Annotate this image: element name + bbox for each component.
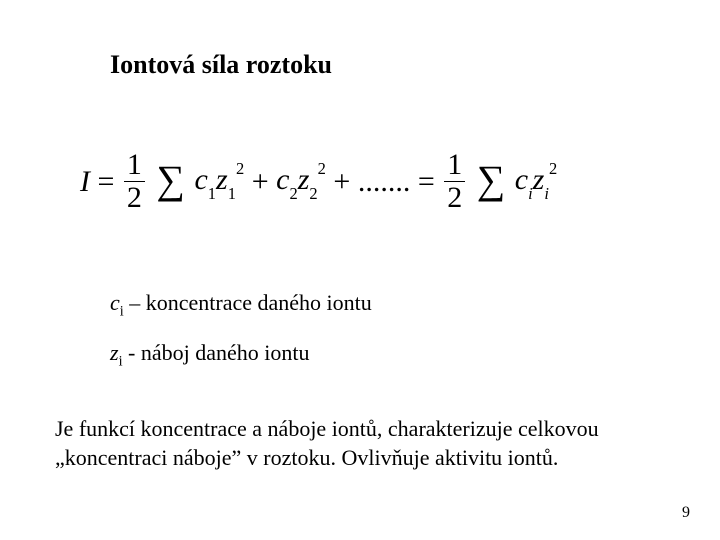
term-c2: c2: [276, 163, 298, 201]
sum-symbol-1: ∑: [156, 156, 185, 203]
equals-sign-2: =: [418, 165, 435, 199]
term-ci: ci: [515, 163, 533, 201]
term-c1: c1: [194, 163, 216, 201]
dots: .......: [358, 165, 411, 199]
plus-1: +: [252, 165, 269, 199]
equals-sign-1: =: [98, 165, 115, 199]
term-zi: zi2: [533, 163, 558, 201]
fraction-den-2: 2: [444, 181, 465, 213]
def-z-text: náboj daného iontu: [141, 340, 310, 365]
fraction-half-2: 1 2: [444, 150, 465, 213]
def-c-symbol: c: [110, 290, 120, 315]
fraction-half-1: 1 2: [124, 150, 145, 213]
plus-2: +: [333, 165, 350, 199]
definition-ci: ci – koncentrace daného iontu: [110, 290, 372, 320]
definition-zi: zi - náboj daného iontu: [110, 340, 310, 370]
sum-symbol-2: ∑: [477, 156, 506, 203]
def-c-text: koncentrace daného iontu: [146, 290, 372, 315]
def-c-dash: –: [124, 290, 146, 315]
fraction-num: 1: [124, 150, 145, 181]
term-z1: z12: [216, 163, 244, 201]
fraction-den: 2: [124, 181, 145, 213]
term-z2: z22: [298, 163, 326, 201]
formula-lhs: I: [80, 165, 90, 199]
def-z-symbol: z: [110, 340, 119, 365]
page-number: 9: [682, 504, 690, 522]
slide: Iontová síla roztoku I = 1 2 ∑ c1z12 + c…: [0, 0, 720, 540]
slide-title: Iontová síla roztoku: [110, 50, 332, 80]
fraction-num-2: 1: [444, 150, 465, 181]
paragraph-description: Je funkcí koncentrace a náboje iontů, ch…: [55, 415, 665, 472]
def-z-dash: -: [123, 340, 141, 365]
formula-ionic-strength: I = 1 2 ∑ c1z12 + c2z22 + ....... = 1 2 …: [80, 150, 557, 213]
